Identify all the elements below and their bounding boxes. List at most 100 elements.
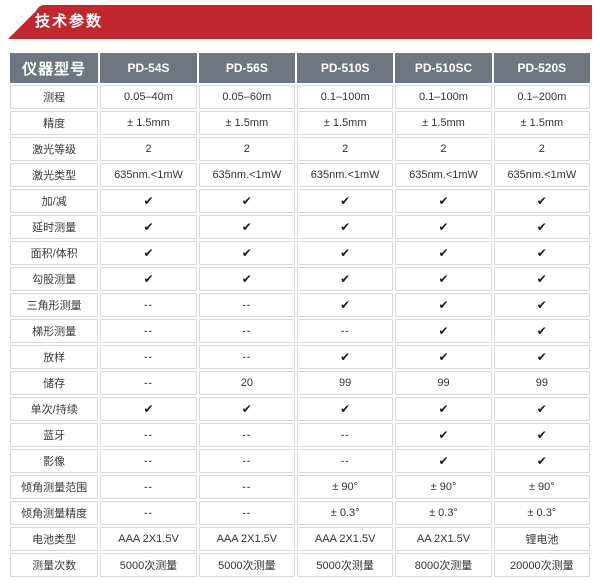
spec-value: 635nm.<1mW [493, 163, 590, 187]
check-icon: ✔ [198, 189, 295, 213]
spec-value: 0.1–100m [297, 85, 394, 109]
check-icon: ✔ [198, 397, 295, 421]
table-row: 测程 0.05–40m 0.05–60m 0.1–100m 0.1–100m 0.1–20… [10, 85, 590, 109]
row-label: 延时测量 [10, 215, 99, 239]
spec-table-body: 测程 0.05–40m 0.05–60m 0.1–100m 0.1–100m 0.1–20… [10, 85, 590, 577]
column-header-pd-54s: PD-54S [100, 53, 197, 83]
row-label: 精度 [10, 111, 99, 135]
check-icon: ✔ [493, 319, 590, 343]
section-title: 技术参数 [35, 13, 104, 30]
not-available-dash: -- [100, 475, 197, 499]
table-row: 勾股测量 ✔ ✔ ✔ ✔ ✔ [10, 267, 590, 291]
section-banner: 技术参数 [8, 5, 592, 39]
spec-value: 635nm.<1mW [395, 163, 492, 187]
spec-value: ± 1.5mm [198, 111, 295, 135]
table-row: 单次/持续 ✔ ✔ ✔ ✔ ✔ [10, 397, 590, 421]
not-available-dash: -- [198, 345, 295, 369]
row-label: 储存 [10, 371, 99, 395]
column-header-pd-56s: PD-56S [198, 53, 295, 83]
check-icon: ✔ [395, 215, 492, 239]
check-icon: ✔ [493, 449, 590, 473]
check-icon: ✔ [493, 423, 590, 447]
check-icon: ✔ [395, 423, 492, 447]
table-row: 精度 ± 1.5mm ± 1.5mm ± 1.5mm ± 1.5mm ± 1.5mm [10, 111, 590, 135]
check-icon: ✔ [395, 345, 492, 369]
row-label: 面积/体积 [10, 241, 99, 265]
check-icon: ✔ [297, 397, 394, 421]
not-available-dash: -- [100, 371, 197, 395]
row-label: 激光等级 [10, 137, 99, 161]
spec-value: 8000次测量 [395, 553, 492, 577]
row-label: 单次/持续 [10, 397, 99, 421]
spec-value: 0.05–60m [198, 85, 295, 109]
spec-value: ± 0.3° [493, 501, 590, 525]
spec-value: AAA 2X1.5V [198, 527, 295, 551]
spec-value: 635nm.<1mW [198, 163, 295, 187]
spec-value: AAA 2X1.5V [297, 527, 394, 551]
table-row: 倾角测量精度 -- -- ± 0.3° ± 0.3° ± 0.3° [10, 501, 590, 525]
check-icon: ✔ [297, 267, 394, 291]
spec-value: AA 2X1.5V [395, 527, 492, 551]
spec-value: 0.05–40m [100, 85, 197, 109]
spec-value: 2 [100, 137, 197, 161]
not-available-dash: -- [100, 293, 197, 317]
spec-table: 仪器型号 PD-54S PD-56S PD-510S PD-510SC PD-520S 测… [8, 51, 592, 579]
check-icon: ✔ [297, 241, 394, 265]
table-row: 梯形测量 -- -- -- ✔ ✔ [10, 319, 590, 343]
check-icon: ✔ [493, 345, 590, 369]
check-icon: ✔ [395, 449, 492, 473]
spec-value: 99 [297, 371, 394, 395]
banner-ribbon-shape [8, 5, 592, 39]
not-available-dash: -- [198, 501, 295, 525]
check-icon: ✔ [297, 293, 394, 317]
row-label: 蓝牙 [10, 423, 99, 447]
check-icon: ✔ [493, 397, 590, 421]
row-label: 影像 [10, 449, 99, 473]
table-header-row: 仪器型号 PD-54S PD-56S PD-510S PD-510SC PD-520S [10, 53, 590, 83]
column-header-model-label: 仪器型号 [10, 53, 99, 83]
spec-value: 2 [297, 137, 394, 161]
table-row: 放样 -- -- ✔ ✔ ✔ [10, 345, 590, 369]
spec-value: 5000次测量 [100, 553, 197, 577]
spec-value: ± 0.3° [297, 501, 394, 525]
not-available-dash: -- [100, 319, 197, 343]
not-available-dash: -- [198, 293, 295, 317]
check-icon: ✔ [198, 267, 295, 291]
spec-value: 5000次测量 [198, 553, 295, 577]
check-icon: ✔ [198, 215, 295, 239]
check-icon: ✔ [100, 215, 197, 239]
check-icon: ✔ [297, 189, 394, 213]
check-icon: ✔ [395, 241, 492, 265]
row-label: 倾角测量范围 [10, 475, 99, 499]
not-available-dash: -- [100, 501, 197, 525]
spec-value: 20000次测量 [493, 553, 590, 577]
table-row: 激光等级 2 2 2 2 2 [10, 137, 590, 161]
table-row: 激光类型 635nm.<1mW 635nm.<1mW 635nm.<1mW 635nm.… [10, 163, 590, 187]
table-row: 加/减 ✔ ✔ ✔ ✔ ✔ [10, 189, 590, 213]
spec-value: ± 1.5mm [395, 111, 492, 135]
spec-value: 5000次测量 [297, 553, 394, 577]
spec-value: 2 [395, 137, 492, 161]
check-icon: ✔ [100, 397, 197, 421]
table-row: 倾角测量范围 -- -- ± 90° ± 90° ± 90° [10, 475, 590, 499]
row-label: 梯形测量 [10, 319, 99, 343]
spec-value: 635nm.<1mW [297, 163, 394, 187]
row-label: 电池类型 [10, 527, 99, 551]
table-row: 蓝牙 -- -- -- ✔ ✔ [10, 423, 590, 447]
table-row: 面积/体积 ✔ ✔ ✔ ✔ ✔ [10, 241, 590, 265]
row-label: 放样 [10, 345, 99, 369]
not-available-dash: -- [297, 319, 394, 343]
spec-value: ± 1.5mm [493, 111, 590, 135]
table-row: 影像 -- -- -- ✔ ✔ [10, 449, 590, 473]
row-label: 倾角测量精度 [10, 501, 99, 525]
check-icon: ✔ [493, 267, 590, 291]
column-header-pd-520s: PD-520S [493, 53, 590, 83]
check-icon: ✔ [100, 241, 197, 265]
spec-value: 99 [395, 371, 492, 395]
check-icon: ✔ [395, 189, 492, 213]
table-row: 电池类型 AAA 2X1.5V AAA 2X1.5V AAA 2X1.5V AA 2X1… [10, 527, 590, 551]
table-row: 测量次数 5000次测量 5000次测量 5000次测量 8000次测量 20000次测量 [10, 553, 590, 577]
spec-value: 2 [198, 137, 295, 161]
check-icon: ✔ [493, 241, 590, 265]
